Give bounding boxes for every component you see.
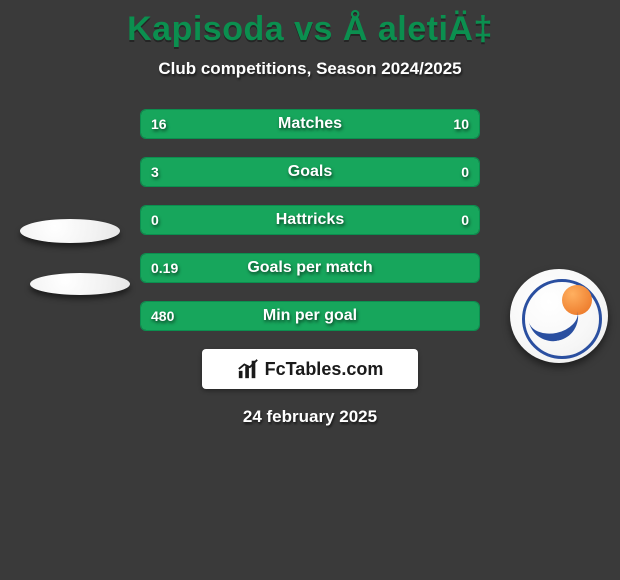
page-subtitle: Club competitions, Season 2024/2025 (0, 59, 620, 79)
stat-row: Matches1610 (140, 109, 480, 139)
stat-row: Goals per match0.19 (140, 253, 480, 283)
stat-row: Goals30 (140, 157, 480, 187)
placeholder-ellipse-1 (20, 219, 120, 243)
stat-row: Hattricks00 (140, 205, 480, 235)
stat-bar-left (141, 302, 479, 330)
club-crest (510, 269, 608, 363)
stat-bar-left (141, 158, 405, 186)
brand-logo-icon (237, 358, 259, 380)
stat-bar-right (405, 158, 479, 186)
stat-bars: Matches1610 Goals30 Hattricks00 Goals per m… (140, 109, 480, 331)
brand-box: FcTables.com (202, 349, 418, 389)
brand-text: FcTables.com (265, 359, 384, 380)
stat-bar-left (141, 254, 479, 282)
page-title: Kapisoda vs Å aletiÄ‡ (0, 0, 620, 49)
stat-bar-left (141, 206, 310, 234)
placeholder-ellipse-2 (30, 273, 130, 295)
comparison-card: Kapisoda vs Å aletiÄ‡ Club competitions,… (0, 0, 620, 580)
stat-bar-right (351, 110, 479, 138)
right-player-badge (510, 269, 610, 369)
stat-row: Min per goal480 (140, 301, 480, 331)
content-area: Matches1610 Goals30 Hattricks00 Goals per m… (0, 109, 620, 427)
stat-bar-right (310, 206, 479, 234)
left-player-badge (10, 219, 110, 319)
stat-bar-left (141, 110, 351, 138)
footer-date: 24 february 2025 (0, 407, 620, 427)
